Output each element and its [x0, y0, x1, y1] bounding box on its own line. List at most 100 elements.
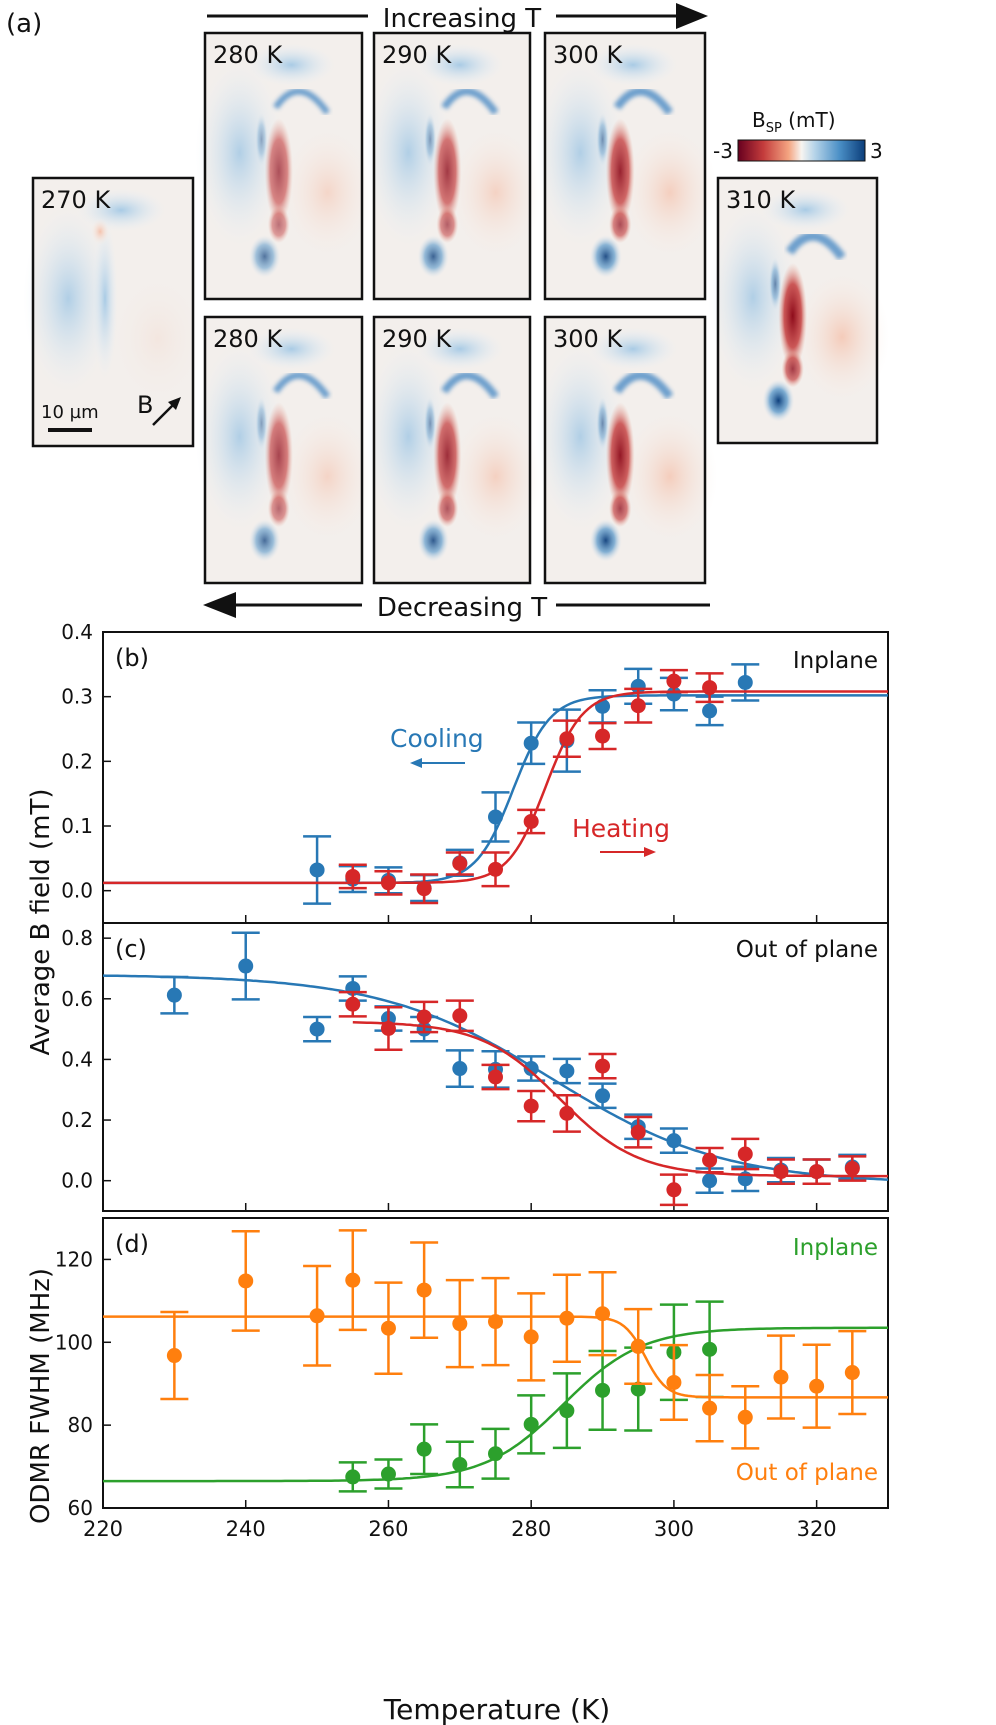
- series-inplane: [103, 1300, 888, 1493]
- map-red-region: [781, 350, 804, 388]
- colorbar-min-label: -3: [713, 139, 733, 163]
- data-point: [452, 1061, 468, 1077]
- y-tick-label: 0.8: [61, 926, 93, 950]
- data-point: [452, 1457, 468, 1472]
- data-point: [488, 861, 503, 877]
- map-lobe: [364, 343, 452, 530]
- y-tick-label: 0.1: [61, 814, 93, 838]
- map-lobe: [535, 59, 625, 246]
- map-temperature-label: 270 K: [41, 186, 111, 214]
- data-point: [345, 1272, 361, 1288]
- data-point: [666, 686, 682, 702]
- data-point: [166, 1348, 182, 1364]
- map-red-region: [605, 402, 635, 509]
- series-heating: [103, 668, 888, 905]
- data-point: [238, 1273, 254, 1289]
- title-out-of-plane: Out of plane: [736, 937, 878, 963]
- map-blue-region: [596, 112, 609, 166]
- plots-layer: 0.0 0.1 0.2 0.3 0.4 (b) 0.0 0.2 0.4 0.6 0.8 (c) 60 80…: [55, 620, 889, 1541]
- data-point: [666, 1133, 682, 1149]
- map-blue-region: [589, 519, 622, 562]
- map-temperature-label: 310 K: [726, 186, 796, 214]
- data-point: [380, 1466, 396, 1482]
- field-map: 280 K: [195, 31, 375, 301]
- data-point: [523, 1329, 539, 1345]
- map-frame: [543, 31, 707, 301]
- data-point: [595, 1058, 611, 1074]
- y-tick-label: 80: [68, 1413, 93, 1437]
- data-point: [737, 674, 753, 690]
- y-tick-label: 0.0: [61, 1169, 93, 1193]
- scale-bar-label: 10 µm: [41, 402, 99, 423]
- data-point: [166, 987, 182, 1003]
- annotation-cooling: Cooling: [390, 724, 484, 753]
- map-blue-region: [596, 396, 609, 450]
- data-point: [523, 1416, 539, 1432]
- cooling-arrowhead: [410, 758, 422, 768]
- map-lobe: [280, 410, 375, 544]
- data-point: [488, 809, 503, 825]
- map-blue-region: [255, 396, 268, 450]
- y-tick-label: 0.2: [61, 1108, 93, 1132]
- map-red-region: [436, 205, 459, 244]
- map-arc: [441, 87, 499, 115]
- field-arrow-icon: [152, 397, 181, 426]
- data-point: [416, 881, 432, 897]
- colorbar: BSP (mT) -3 3: [713, 108, 883, 163]
- data-point: [702, 1173, 718, 1189]
- map-temperature-label: 300 K: [553, 325, 623, 353]
- title-d-inplane: Inplane: [793, 1235, 878, 1261]
- field-map: 290 K: [364, 315, 543, 585]
- data-point: [488, 1446, 503, 1462]
- field-map: 290 K: [364, 31, 543, 301]
- decreasing-arrow: [203, 592, 710, 618]
- field-map: 310 K: [708, 176, 890, 445]
- data-point: [309, 1021, 325, 1037]
- map-temperature-label: 280 K: [213, 41, 283, 69]
- data-point: [238, 958, 254, 974]
- map-red-region: [264, 402, 293, 509]
- map-lobe: [416, 43, 504, 87]
- data-point: [595, 1382, 611, 1398]
- data-point: [309, 1308, 325, 1324]
- map-red-region: [605, 118, 635, 225]
- map-frame: [372, 31, 532, 301]
- map-temperature-label: 280 K: [213, 325, 283, 353]
- data-point: [666, 1182, 682, 1198]
- data-point: [345, 1469, 361, 1485]
- colorbar-unit: (mT): [782, 108, 836, 132]
- map-arc: [613, 371, 674, 400]
- map-temperature-label: 290 K: [382, 41, 452, 69]
- y-tick-label: 60: [68, 1496, 93, 1520]
- map-blue-region: [423, 396, 437, 450]
- data-point: [666, 1374, 682, 1390]
- data-point: [380, 875, 396, 891]
- data-point: [523, 1061, 539, 1077]
- map-frame: [716, 176, 879, 445]
- map-blue-region: [423, 112, 437, 166]
- map-frame: [372, 315, 532, 585]
- title-d-out-of-plane: Out of plane: [736, 1460, 878, 1486]
- data-point: [559, 1403, 575, 1419]
- data-point: [523, 1098, 539, 1114]
- data-point: [380, 1020, 396, 1036]
- map-red-region: [433, 402, 462, 509]
- map-frame: [31, 176, 195, 448]
- data-point: [523, 735, 539, 751]
- field-map: 280 K: [195, 315, 375, 585]
- series-heating: [338, 990, 888, 1207]
- x-tick-label: 220: [83, 1517, 123, 1541]
- colorbar-title: BSP (mT): [752, 108, 836, 136]
- map-blue-region: [417, 519, 449, 562]
- map-lobe: [588, 327, 678, 371]
- map-lobe: [621, 126, 718, 260]
- map-blue-region: [589, 235, 622, 278]
- map-blue-region: [417, 235, 449, 278]
- data-point: [737, 1146, 753, 1162]
- field-map: 300 K: [535, 315, 718, 585]
- map-temperature-label: 300 K: [553, 41, 623, 69]
- maps-layer: 270 K 280 K 290 K 300 K 310 K 280 K 290 K 300 K: [23, 31, 890, 585]
- data-point: [630, 698, 646, 714]
- series-out-of-plane: [103, 1229, 888, 1450]
- x-tick-label: 300: [654, 1517, 694, 1541]
